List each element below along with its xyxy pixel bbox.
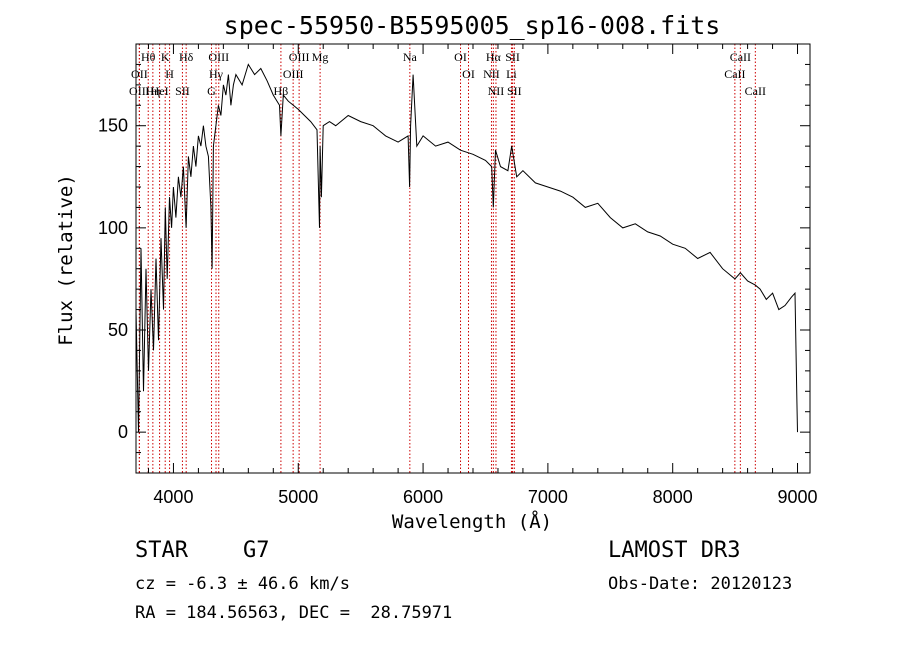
spectral-line-label: Na [403, 50, 418, 64]
y-axis-label: Flux (relative) [55, 174, 77, 346]
spectral-line-label: SII [175, 84, 190, 98]
plot-frame [135, 43, 811, 474]
flux-series-line [135, 63, 798, 433]
spectral-line-label: SII [507, 84, 522, 98]
x-axis-ticks: 4000 5000 6000 7000 8000 9000 [147, 44, 818, 507]
spectral-line-label: Hβ [274, 84, 289, 98]
y-tick-label: 150 [98, 116, 128, 136]
x-tick-label: 9000 [777, 487, 817, 507]
observation-date: Obs-Date: 20120123 [608, 574, 793, 594]
spectral-line-label: K [161, 50, 170, 64]
redshift-velocity: cz = -6.3 ± 46.6 km/s [135, 574, 350, 594]
y-tick-label: 50 [108, 320, 128, 340]
spectral-line-label: CaII [724, 67, 745, 81]
x-axis-label: Wavelength (Å) [392, 510, 552, 533]
y-axis-ticks: 0 50 100 150 [98, 63, 810, 454]
spectral-line-label: HeI [151, 84, 169, 98]
spectral-line-label: OI [454, 50, 467, 64]
spectral-line-label: CaII [745, 84, 766, 98]
x-tick-label: 5000 [278, 487, 318, 507]
x-tick-label: 8000 [653, 487, 693, 507]
spectral-line-markers [138, 44, 756, 473]
spectral-line-label: SII [505, 50, 520, 64]
y-tick-label: 100 [98, 218, 128, 238]
spectral-line-label: Hγ [209, 67, 224, 81]
spectral-line-label: Hθ [141, 50, 156, 64]
spectral-line-label: OIII [289, 50, 310, 64]
spectral-line-label: H [165, 67, 174, 81]
object-class-label: STAR [135, 538, 188, 563]
x-tick-label: 6000 [403, 487, 443, 507]
spectral-line-label: NII [488, 84, 505, 98]
x-tick-label: 4000 [153, 487, 193, 507]
spectral-line-label: Hδ [179, 50, 194, 64]
spectral-line-label: CaII [730, 50, 751, 64]
spectral-line-label: OI [462, 67, 475, 81]
sky-coordinates: RA = 184.56563, DEC = 28.75971 [135, 603, 453, 623]
spectral-line-label: NII [483, 67, 500, 81]
spectral-line-label: OII [131, 67, 148, 81]
chart-title: spec-55950-B5595005_sp16-008.fits [224, 11, 721, 40]
object-subclass-label: G7 [243, 538, 270, 563]
spectral-line-label: OIII [208, 50, 229, 64]
spectral-line-label: OIII [129, 84, 150, 98]
spectral-line-label: Hη [145, 84, 160, 98]
survey-label: LAMOST DR3 [608, 538, 741, 563]
spectral-line-label: Mg [312, 50, 329, 64]
spectral-line-label: OIII [283, 67, 304, 81]
spectral-line-label: G [207, 84, 216, 98]
x-tick-label: 7000 [528, 487, 568, 507]
spectral-line-label: Hα [486, 50, 502, 64]
y-tick-label: 0 [118, 422, 128, 442]
spectral-line-label: Li [506, 67, 517, 81]
